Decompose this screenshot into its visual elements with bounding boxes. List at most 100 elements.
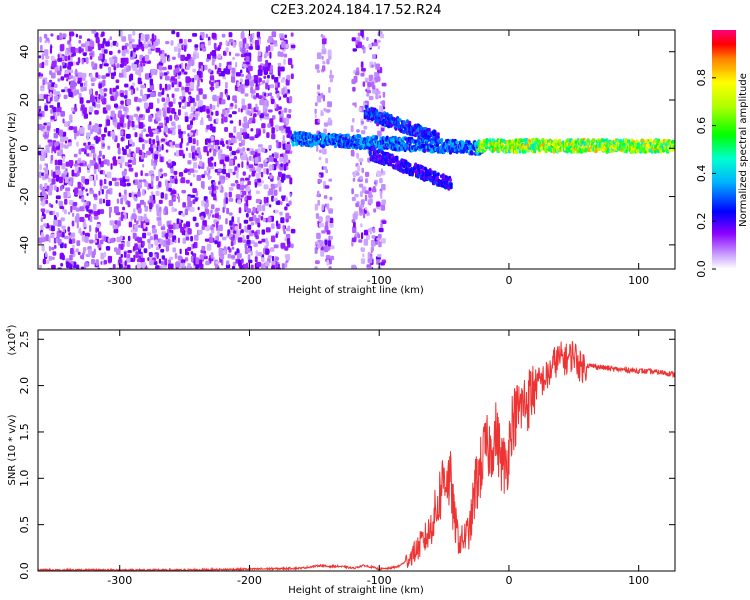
heatmap-cell — [354, 193, 359, 198]
heatmap-cell — [89, 52, 94, 56]
heatmap-cell — [320, 250, 325, 257]
heatmap-cell — [59, 106, 62, 113]
heatmap-cell — [316, 52, 322, 60]
heatmap-cell — [74, 188, 78, 195]
heatmap-cell — [45, 55, 50, 59]
heatmap-trace-cell — [572, 149, 576, 154]
heatmap-cell — [164, 193, 168, 200]
heatmap-cell — [267, 39, 271, 43]
heatmap-cell — [182, 202, 186, 208]
heatmap-cell — [274, 153, 279, 159]
heatmap-cell — [126, 153, 131, 158]
heatmap-cell — [106, 159, 110, 166]
heatmap-cell — [238, 107, 241, 113]
heatmap-cell — [256, 44, 260, 51]
heatmap-cell — [287, 89, 290, 93]
heatmap-cell — [51, 106, 57, 113]
heatmap-trace-cell — [436, 132, 440, 137]
heatmap-cell — [277, 70, 281, 77]
heatmap-cell — [195, 113, 198, 121]
heatmap-cell — [363, 238, 369, 246]
heatmap-cell — [43, 151, 47, 158]
heatmap-cell — [57, 238, 62, 245]
heatmap-cell — [231, 150, 236, 156]
heatmap-cell — [214, 161, 217, 167]
heatmap-cell — [239, 78, 243, 83]
heatmap-cell — [134, 172, 138, 178]
heatmap-cell — [71, 220, 75, 227]
heatmap-cell — [206, 108, 210, 114]
heatmap-trace-cell — [518, 149, 522, 154]
heatmap-cell — [255, 250, 259, 257]
heatmap-cell — [283, 107, 288, 113]
heatmap-cell — [275, 200, 281, 205]
heatmap-cell — [133, 53, 136, 58]
heatmap-cell — [286, 114, 291, 119]
heatmap-cell — [137, 224, 141, 228]
heatmap-traces — [291, 104, 675, 191]
heatmap-cell — [177, 255, 182, 261]
heatmap-cell — [155, 47, 161, 53]
heatmap-cell — [240, 127, 243, 134]
heatmap-cell — [320, 110, 323, 117]
heatmap-cell — [222, 249, 227, 255]
heatmap-cell — [42, 258, 46, 265]
heatmap-cell — [89, 225, 92, 232]
heatmap-cell — [181, 212, 185, 216]
heatmap-cell — [273, 197, 278, 202]
heatmap-cell — [99, 209, 105, 214]
heatmap-cell — [110, 131, 115, 137]
heatmap-cell — [319, 149, 322, 154]
heatmap-cell — [232, 261, 237, 267]
heatmap-cell — [380, 193, 383, 199]
heatmap-cell — [109, 87, 112, 95]
heatmap-cell — [110, 110, 115, 118]
heatmap-cell — [54, 244, 57, 249]
heatmap-cell — [194, 75, 199, 81]
heatmap-cell — [41, 53, 44, 60]
heatmap-cell — [275, 257, 279, 261]
heatmap-cell — [85, 80, 88, 87]
heatmap-cell — [81, 58, 84, 65]
heatmap-cell — [267, 74, 270, 79]
heatmap-cell — [204, 64, 208, 71]
heatmap-cell — [279, 156, 284, 163]
heatmap-cell — [187, 39, 192, 43]
heatmap-trace-cell — [436, 135, 440, 140]
heatmap-cell — [252, 32, 255, 39]
heatmap-cell — [79, 216, 85, 222]
heatmap-cell — [198, 259, 203, 267]
heatmap-cell — [94, 233, 98, 240]
heatmap-cell — [78, 148, 82, 155]
heatmap-cell — [143, 102, 149, 109]
heatmap-cell — [81, 148, 86, 152]
heatmap-cell — [174, 143, 180, 148]
heatmap-cell — [187, 160, 192, 165]
heatmap-cell — [222, 166, 226, 170]
heatmap-cell — [228, 139, 231, 145]
heatmap-cell — [158, 181, 162, 188]
heatmap-cell — [206, 124, 211, 130]
heatmap-cell — [168, 101, 173, 107]
heatmap-cell — [244, 93, 249, 97]
heatmap-cell — [76, 141, 79, 147]
heatmap-cell — [218, 62, 222, 68]
heatmap-cell — [242, 263, 247, 269]
heatmap-trace-cell — [375, 135, 379, 140]
heatmap-cell — [81, 234, 85, 242]
heatmap-cell — [148, 102, 154, 109]
heatmap-cell — [99, 53, 103, 60]
heatmap-cell — [210, 81, 214, 87]
heatmap-cell — [127, 250, 132, 254]
heatmap-cell — [360, 258, 366, 264]
heatmap-cell — [319, 240, 324, 247]
heatmap-cell — [120, 197, 123, 205]
heatmap-cell — [185, 147, 188, 151]
heatmap-cell — [376, 170, 381, 177]
heatmap-cell — [242, 171, 246, 176]
heatmap-cell — [238, 207, 242, 214]
heatmap-cell — [219, 92, 224, 98]
heatmap-cell — [78, 35, 82, 39]
heatmap-cell — [67, 65, 70, 70]
heatmap-cell — [248, 164, 254, 168]
